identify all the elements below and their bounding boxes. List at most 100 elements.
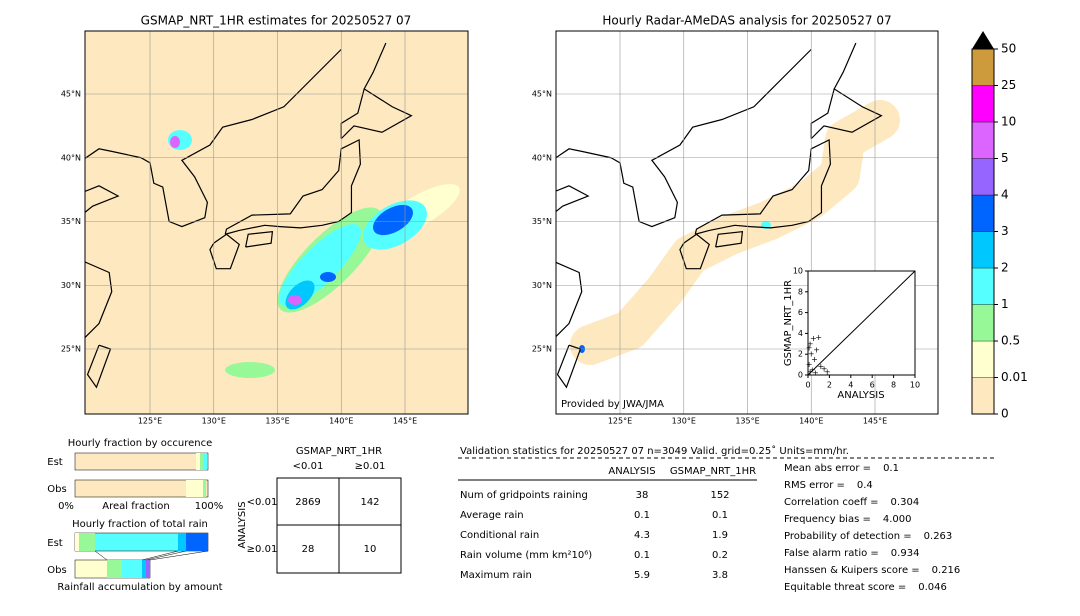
score-value: 0.1 <box>883 463 899 474</box>
occ-title: Hourly fraction by occurence <box>68 438 212 449</box>
inset-ylabel: GSMAP_NRT_1HR <box>783 280 794 366</box>
coastline <box>556 48 812 228</box>
left-frame <box>84 30 469 415</box>
colorbar-segment <box>971 267 995 305</box>
rain-footer: Rainfall accumulation by amount <box>57 582 222 593</box>
x-tick-label: 8 <box>891 381 896 390</box>
ct-cell: 2869 <box>295 497 320 508</box>
coastline <box>86 344 112 389</box>
val-row-label: Rain volume (mm km²10⁶) <box>460 550 592 561</box>
y-tick-label: 2 <box>798 350 803 359</box>
inset-point: + <box>821 364 828 373</box>
val-analysis: 4.3 <box>634 530 650 541</box>
val-row-label: Average rain <box>460 510 524 521</box>
coastline <box>363 42 387 90</box>
inset-point: + <box>810 334 817 343</box>
ct-row: <0.01 <box>247 497 278 508</box>
colorbar-segment <box>971 377 995 415</box>
colorbar-label: 50 <box>1001 42 1016 56</box>
inset-point: + <box>806 343 813 352</box>
inset-point: + <box>806 360 813 369</box>
val-analysis: 38 <box>636 490 649 501</box>
inset-xlabel: ANALYSIS <box>837 390 884 401</box>
coastline <box>679 233 710 270</box>
inset-point: + <box>807 367 814 376</box>
val-col: ANALYSIS <box>608 466 655 477</box>
lat-label: 30°N <box>61 281 81 290</box>
colorbar-label: 1 <box>1001 297 1009 311</box>
lon-label: 125°E <box>608 417 632 426</box>
coastline <box>85 185 120 214</box>
score-label: Probability of detection = <box>784 531 912 542</box>
inset-point: + <box>808 350 815 359</box>
colorbar-label: 0 <box>1001 407 1009 421</box>
lon-label: 145°E <box>863 417 887 426</box>
colorbar-label: 4 <box>1001 188 1009 202</box>
credit: Provided by JWA/JMA <box>561 399 664 410</box>
val-analysis: 5.9 <box>634 570 650 581</box>
occ-axis-right: 100% <box>195 501 224 512</box>
lon-label: 125°E <box>138 417 162 426</box>
coastline <box>224 138 361 235</box>
val-row-label: Maximum rain <box>460 570 532 581</box>
colorbar-segment <box>971 48 995 86</box>
ct-col-title: GSMAP_NRT_1HR <box>296 446 382 457</box>
colorbar-label: 25 <box>1001 78 1016 92</box>
lat-label: 40°N <box>61 153 81 162</box>
ct-cell: 28 <box>302 544 315 555</box>
lon-label: 145°E <box>393 417 417 426</box>
score-value: 0.934 <box>891 548 920 559</box>
colorbar-segment <box>971 121 995 159</box>
coastline <box>833 42 857 90</box>
y-tick-label: 8 <box>798 287 803 296</box>
lat-label: 35°N <box>532 217 552 226</box>
right-title: Hourly Radar-AMeDAS analysis for 2025052… <box>602 14 891 28</box>
coastline <box>715 231 744 248</box>
lon-label: 130°E <box>672 417 696 426</box>
colorbar-label: 2 <box>1001 261 1009 275</box>
lat-label: 45°N <box>532 90 552 99</box>
rain-est: Est <box>47 538 63 549</box>
score-value: 0.216 <box>932 565 961 576</box>
inset-point: + <box>813 346 820 355</box>
val-gsmap: 0.1 <box>712 510 728 521</box>
rain-title: Hourly fraction of total rain <box>72 519 208 530</box>
inset-point: + <box>812 368 819 377</box>
coastline <box>340 87 413 140</box>
colorbar-label: 0.5 <box>1001 334 1020 348</box>
x-tick-label: 0 <box>805 381 810 390</box>
ct-cell: 142 <box>360 497 379 508</box>
score-label: Mean abs error = <box>784 463 871 474</box>
val-analysis: 0.1 <box>634 510 650 521</box>
ct-col: ≥0.01 <box>355 461 386 472</box>
colorbar-segment <box>971 231 995 269</box>
ct-col: <0.01 <box>293 461 324 472</box>
score-value: 0.4 <box>857 480 873 491</box>
score-label: Correlation coeff = <box>784 497 879 508</box>
lon-label: 135°E <box>735 417 759 426</box>
val-gsmap: 152 <box>710 490 729 501</box>
left-map <box>85 31 468 414</box>
inset-diagonal <box>807 270 916 376</box>
colorbar-label: 0.01 <box>1001 370 1028 384</box>
occ-axis-left: 0% <box>58 501 74 512</box>
occ-axis-label: Areal fraction <box>102 501 169 512</box>
score-value: 0.263 <box>924 531 953 542</box>
coastline <box>85 261 113 339</box>
score-value: 0.046 <box>918 582 947 593</box>
lat-label: 30°N <box>532 281 552 290</box>
val-analysis: 0.1 <box>634 550 650 561</box>
lat-label: 45°N <box>61 90 81 99</box>
coastline <box>85 48 342 228</box>
rain-obs: Obs <box>47 565 66 576</box>
val-gsmap: 0.2 <box>712 550 728 561</box>
colorbar-segment <box>971 85 995 123</box>
lat-label: 35°N <box>61 217 81 226</box>
ct-cell: 10 <box>364 544 377 555</box>
x-tick-label: 2 <box>827 381 832 390</box>
coastline <box>556 261 583 338</box>
coastline <box>209 233 240 270</box>
occ-obs: Obs <box>47 484 66 495</box>
left-title: GSMAP_NRT_1HR estimates for 20250527 07 <box>141 14 412 28</box>
inset-point: + <box>807 339 814 348</box>
